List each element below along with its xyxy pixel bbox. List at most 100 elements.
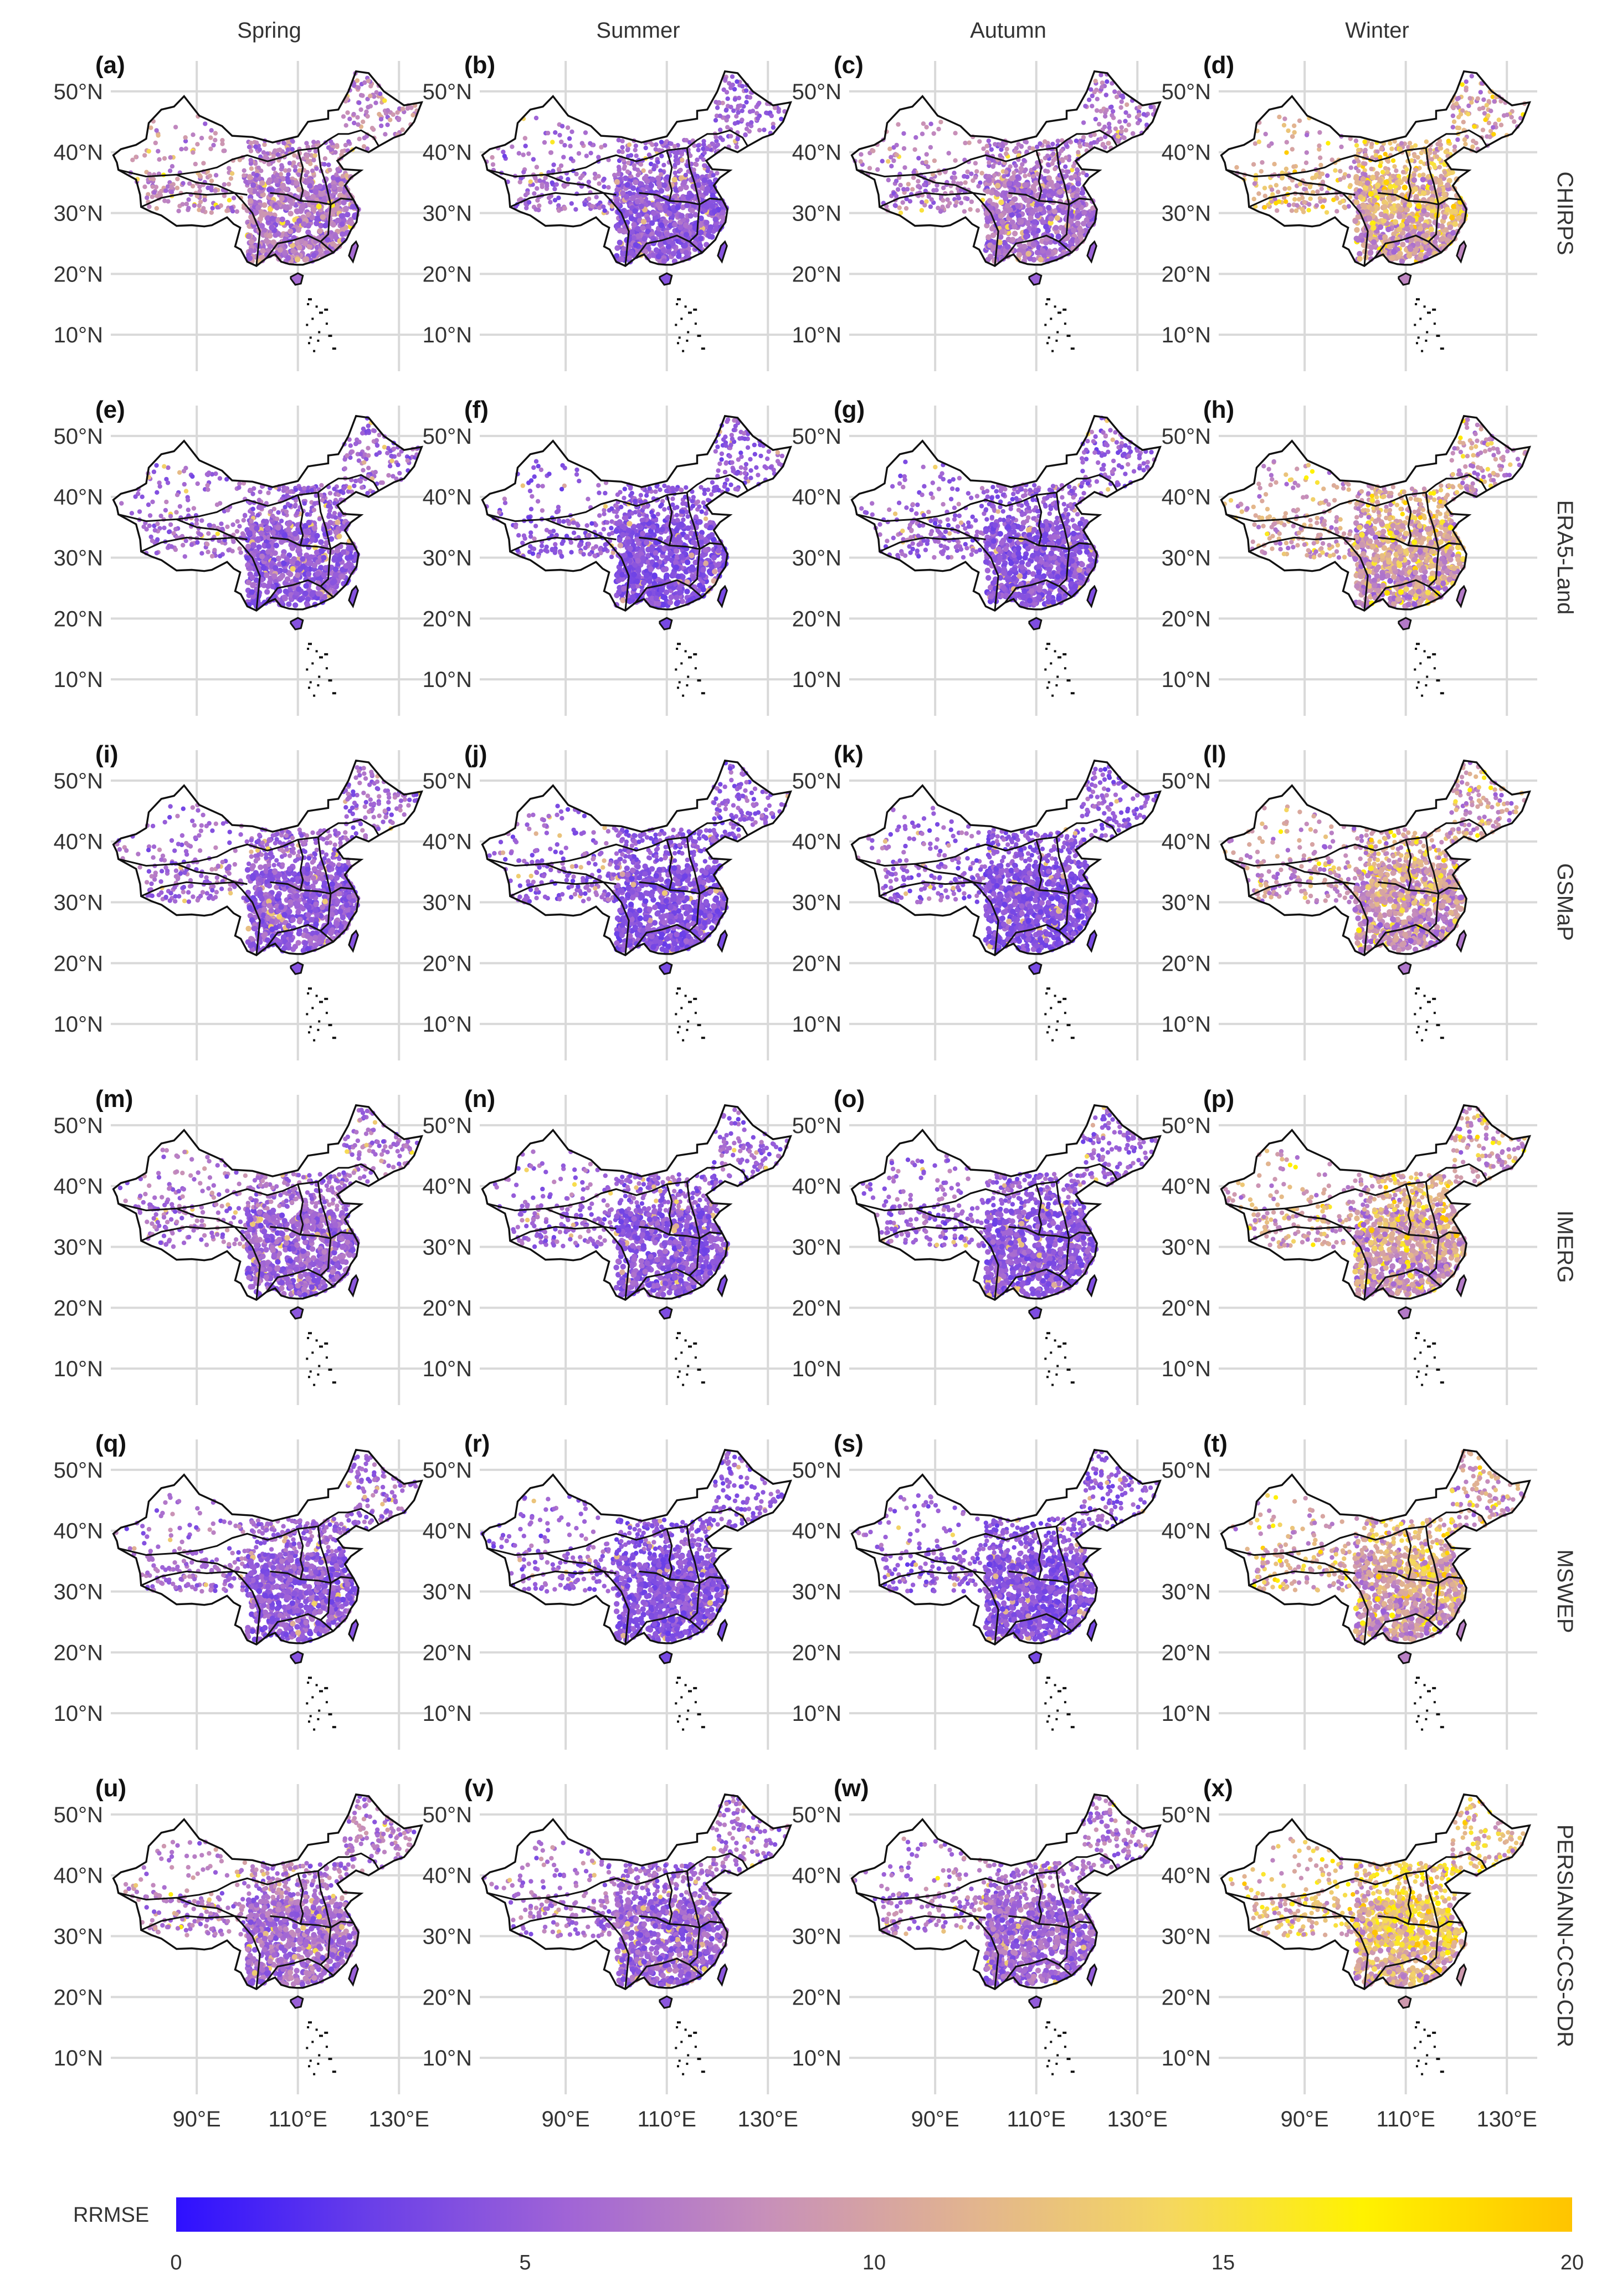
station-point xyxy=(526,200,532,205)
station-point xyxy=(912,147,917,152)
station-point xyxy=(234,209,239,214)
station-point xyxy=(679,150,685,155)
station-point xyxy=(226,547,231,553)
station-point xyxy=(958,181,963,186)
station-point xyxy=(534,165,540,170)
station-point xyxy=(1054,182,1060,188)
station-point xyxy=(198,199,203,204)
station-point xyxy=(1102,114,1108,119)
station-point xyxy=(247,187,253,193)
station-point xyxy=(897,205,902,211)
station-point xyxy=(1418,160,1423,165)
column-title-summer: Summer xyxy=(596,18,680,43)
station-point xyxy=(186,498,191,503)
station-point xyxy=(1466,111,1471,117)
station-point xyxy=(1451,203,1457,210)
station-point xyxy=(1389,146,1394,151)
station-point xyxy=(713,226,720,232)
station-point xyxy=(197,184,202,189)
station-point xyxy=(553,130,558,135)
station-point xyxy=(1488,109,1493,114)
station-point xyxy=(374,90,379,95)
station-point xyxy=(1318,199,1323,204)
station-point xyxy=(281,140,286,146)
station-point xyxy=(677,186,684,192)
station-point xyxy=(702,163,707,168)
station-point xyxy=(346,139,351,144)
station-point xyxy=(1018,219,1024,225)
station-point xyxy=(237,524,242,529)
station-point xyxy=(1016,252,1023,258)
station-point xyxy=(229,206,234,211)
station-point xyxy=(197,173,202,178)
station-point xyxy=(1389,206,1395,212)
station-point xyxy=(999,219,1005,225)
station-point xyxy=(195,481,200,486)
station-point xyxy=(253,209,259,216)
station-point xyxy=(1451,119,1457,124)
station-point xyxy=(1093,79,1098,84)
station-point xyxy=(1263,131,1268,137)
station-point xyxy=(636,212,643,218)
station-point xyxy=(247,198,254,204)
station-point xyxy=(743,132,748,137)
station-point xyxy=(559,124,565,129)
south-china-sea-island xyxy=(1436,335,1440,337)
station-point xyxy=(1496,117,1501,122)
station-point xyxy=(999,229,1005,235)
station-point xyxy=(1356,147,1361,152)
station-point xyxy=(195,540,200,545)
station-point xyxy=(889,163,894,168)
station-point xyxy=(713,100,718,105)
station-point xyxy=(701,146,706,151)
station-point xyxy=(979,171,984,176)
station-point xyxy=(209,128,214,133)
station-point xyxy=(1038,141,1043,146)
station-point xyxy=(559,139,564,145)
station-point xyxy=(886,159,891,164)
station-point xyxy=(1087,212,1094,219)
station-point xyxy=(242,168,247,173)
station-point xyxy=(1286,202,1292,208)
station-point xyxy=(963,180,968,185)
station-point xyxy=(743,88,749,93)
station-point xyxy=(1385,159,1391,164)
station-point xyxy=(1053,166,1057,171)
station-point xyxy=(1310,176,1315,181)
station-point xyxy=(715,105,720,110)
station-point xyxy=(728,134,733,139)
station-point xyxy=(1076,213,1082,219)
station-point xyxy=(1307,202,1312,207)
station-point xyxy=(649,220,655,226)
station-point xyxy=(154,128,159,133)
station-point xyxy=(207,173,213,178)
station-point xyxy=(1404,207,1410,213)
station-point xyxy=(1276,199,1281,204)
station-point xyxy=(580,173,585,178)
station-point xyxy=(191,132,196,137)
station-point xyxy=(762,127,767,132)
station-point xyxy=(130,157,135,162)
station-point xyxy=(576,151,582,156)
south-china-sea-island xyxy=(697,335,701,337)
station-point xyxy=(947,201,952,206)
station-point xyxy=(1315,189,1320,194)
station-point xyxy=(385,108,391,113)
station-point xyxy=(181,469,187,474)
station-point xyxy=(206,185,211,191)
station-point xyxy=(1441,214,1447,220)
station-point xyxy=(951,180,956,184)
station-point xyxy=(900,200,905,205)
station-point xyxy=(734,145,740,150)
station-point xyxy=(1282,116,1287,121)
station-point xyxy=(1421,208,1427,214)
station-point xyxy=(203,121,208,126)
station-point xyxy=(889,155,894,160)
station-point xyxy=(168,514,173,519)
station-point xyxy=(1076,150,1081,155)
station-point xyxy=(162,156,167,161)
station-point xyxy=(1357,256,1363,262)
station-point xyxy=(1030,230,1036,236)
station-point xyxy=(305,170,310,175)
station-point xyxy=(747,129,752,134)
